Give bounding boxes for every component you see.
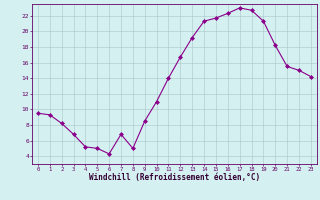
X-axis label: Windchill (Refroidissement éolien,°C): Windchill (Refroidissement éolien,°C) xyxy=(89,173,260,182)
